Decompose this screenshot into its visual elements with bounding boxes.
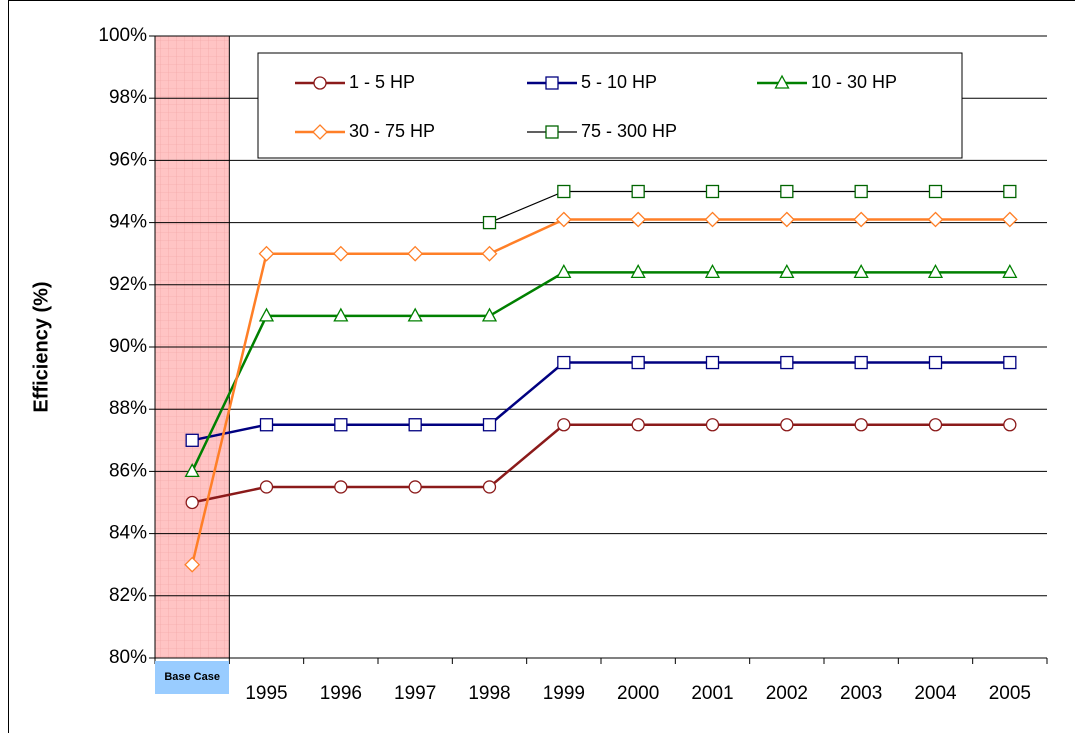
marker (408, 418, 422, 432)
marker (928, 184, 943, 199)
marker (927, 211, 944, 228)
marker (185, 495, 199, 510)
marker (557, 184, 571, 199)
marker (1002, 263, 1018, 279)
marker (333, 307, 349, 322)
marker (481, 245, 498, 262)
marker (557, 355, 571, 370)
legend-label: 1 - 5 HP (349, 72, 415, 92)
frame (8, 0, 1075, 733)
marker (482, 480, 497, 494)
x-tick-label: 2001 (691, 683, 734, 704)
marker (854, 184, 868, 199)
legend-label: 5 - 10 HP (581, 72, 657, 92)
marker (854, 418, 868, 432)
marker (774, 74, 790, 89)
marker (258, 245, 275, 262)
y-tick-label: 80% (109, 647, 147, 668)
marker (1001, 211, 1018, 228)
marker (184, 463, 200, 478)
y-tick-label: 88% (109, 398, 147, 419)
series-line (489, 190, 1010, 224)
marker (407, 307, 423, 322)
y-tick-label: 84% (109, 523, 147, 544)
marker (482, 418, 497, 432)
y-tick-label: 94% (109, 212, 147, 233)
marker (705, 184, 720, 199)
marker (407, 245, 424, 262)
marker (778, 211, 795, 228)
x-tick-label: Base Case (155, 661, 230, 694)
y-tick-label: 90% (109, 336, 147, 357)
marker (1003, 418, 1017, 432)
marker (630, 211, 647, 228)
marker (258, 307, 275, 322)
series-line (190, 218, 1010, 565)
marker (184, 556, 201, 573)
marker (557, 418, 571, 432)
marker (854, 355, 868, 370)
marker (259, 480, 274, 494)
marker (334, 418, 348, 432)
marker (556, 263, 572, 279)
x-tick-label: 1998 (468, 683, 511, 704)
x-tick-label: 1997 (394, 683, 437, 704)
marker (1003, 184, 1017, 199)
marker (185, 433, 199, 447)
marker (555, 211, 572, 228)
marker (780, 184, 794, 199)
marker (631, 355, 645, 370)
marker (408, 480, 422, 494)
y-tick-label: 96% (109, 149, 147, 170)
marker (928, 418, 943, 432)
marker (334, 480, 348, 494)
marker (312, 124, 328, 140)
legend-label: 10 - 30 HP (811, 72, 897, 92)
marker (705, 355, 720, 370)
marker (780, 418, 794, 432)
legend-label: 75 - 300 HP (581, 121, 677, 141)
x-tick-label: 2005 (988, 683, 1031, 704)
series-line (191, 361, 1010, 442)
marker (259, 418, 274, 432)
marker (1003, 355, 1017, 370)
marker (928, 355, 943, 370)
x-tick-label: 1995 (245, 683, 288, 704)
marker (704, 211, 721, 228)
marker (779, 263, 795, 279)
y-tick-label: 86% (109, 460, 147, 481)
x-tick-label: 2003 (840, 683, 883, 704)
y-tick-label: 98% (109, 87, 147, 108)
marker (780, 355, 794, 370)
marker (481, 307, 498, 322)
marker (482, 215, 497, 230)
marker (313, 76, 327, 90)
y-tick-label: 92% (109, 274, 147, 295)
series-line (191, 423, 1010, 504)
series-line (191, 271, 1010, 472)
marker (631, 418, 645, 432)
x-tick-label: 2000 (617, 683, 660, 704)
marker (630, 263, 646, 279)
marker (853, 211, 870, 228)
marker (631, 184, 645, 199)
y-tick-label: 82% (109, 585, 147, 606)
marker (853, 263, 869, 279)
x-tick-label: 2002 (765, 683, 808, 704)
legend-box (257, 52, 963, 159)
marker (545, 125, 559, 139)
y-tick-label: 100% (98, 25, 147, 46)
y-axis-label: Efficiency (%) (30, 281, 52, 412)
legend-label: 30 - 75 HP (349, 121, 435, 141)
marker (704, 263, 721, 279)
marker (705, 418, 720, 432)
marker (332, 245, 349, 262)
x-tick-label: 2004 (914, 683, 957, 704)
marker (545, 76, 559, 90)
marker (927, 263, 944, 279)
x-tick-label: 1996 (319, 683, 362, 704)
x-tick-label: 1999 (542, 683, 585, 704)
